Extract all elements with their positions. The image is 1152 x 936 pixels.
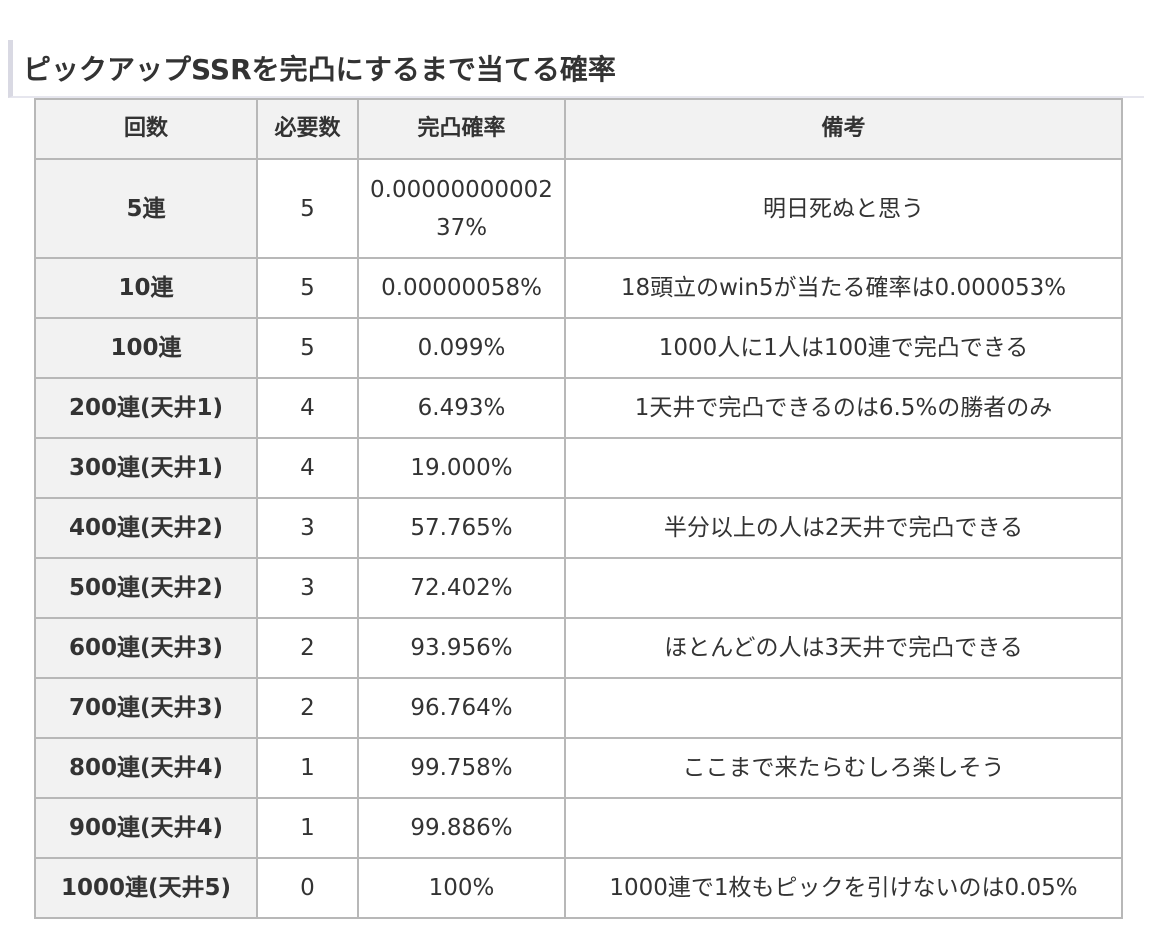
row-rate: 96.764% [357,677,566,739]
row-count: 500連(天井2) [34,557,258,619]
row-note: 1天井で完凸できるのは6.5%の勝者のみ [564,377,1123,439]
row-note [564,437,1123,499]
row-rate: 72.402% [357,557,566,619]
row-count: 300連(天井1) [34,437,258,499]
row-rate: 19.000% [357,437,566,499]
table-row: 5連 5 0.0000000000237% 明日死ぬと思う [34,158,1123,259]
row-needed: 2 [256,677,359,739]
table-row: 500連(天井2) 3 72.402% [34,557,1123,619]
header-count: 回数 [34,98,258,160]
row-rate: 0.00000058% [357,257,566,319]
row-needed: 5 [256,257,359,319]
table-row: 100連 5 0.099% 1000人に1人は100連で完凸できる [34,317,1123,379]
row-note: 明日死ぬと思う [564,158,1123,259]
row-count: 600連(天井3) [34,617,258,679]
row-note: ここまで来たらむしろ楽しそう [564,737,1123,799]
row-rate: 93.956% [357,617,566,679]
row-note [564,677,1123,739]
row-rate: 0.099% [357,317,566,379]
row-note: 半分以上の人は2天井で完凸できる [564,497,1123,559]
row-needed: 0 [256,857,359,919]
table-header-row: 回数 必要数 完凸確率 備考 [34,98,1123,160]
row-needed: 4 [256,377,359,439]
row-rate: 100% [357,857,566,919]
row-needed: 4 [256,437,359,499]
row-needed: 2 [256,617,359,679]
row-rate: 0.0000000000237% [357,158,566,259]
table-row: 700連(天井3) 2 96.764% [34,677,1123,739]
row-note: 1000人に1人は100連で完凸できる [564,317,1123,379]
row-count: 400連(天井2) [34,497,258,559]
table-row: 10連 5 0.00000058% 18頭立のwin5が当たる確率は0.0000… [34,257,1123,319]
row-count: 200連(天井1) [34,377,258,439]
row-rate: 6.493% [357,377,566,439]
row-count: 700連(天井3) [34,677,258,739]
table-row: 900連(天井4) 1 99.886% [34,797,1123,859]
header-rate: 完凸確率 [357,98,566,160]
row-note [564,557,1123,619]
table-row: 200連(天井1) 4 6.493% 1天井で完凸できるのは6.5%の勝者のみ [34,377,1123,439]
header-note: 備考 [564,98,1123,160]
table-row: 1000連(天井5) 0 100% 1000連で1枚もピックを引けないのは0.0… [34,857,1123,919]
row-needed: 5 [256,317,359,379]
row-needed: 3 [256,557,359,619]
row-note [564,797,1123,859]
row-count: 800連(天井4) [34,737,258,799]
row-note: ほとんどの人は3天井で完凸できる [564,617,1123,679]
header-needed: 必要数 [256,98,359,160]
probability-table: 回数 必要数 完凸確率 備考 5連 5 0.0000000000237% 明日死… [34,98,1123,919]
row-count: 100連 [34,317,258,379]
table-row: 400連(天井2) 3 57.765% 半分以上の人は2天井で完凸できる [34,497,1123,559]
row-count: 1000連(天井5) [34,857,258,919]
row-count: 900連(天井4) [34,797,258,859]
row-needed: 1 [256,797,359,859]
row-needed: 5 [256,158,359,259]
row-needed: 1 [256,737,359,799]
row-needed: 3 [256,497,359,559]
row-count: 5連 [34,158,258,259]
row-note: 18頭立のwin5が当たる確率は0.000053% [564,257,1123,319]
row-rate: 99.758% [357,737,566,799]
row-count: 10連 [34,257,258,319]
table-row: 600連(天井3) 2 93.956% ほとんどの人は3天井で完凸できる [34,617,1123,679]
table-row: 300連(天井1) 4 19.000% [34,437,1123,499]
page-title: ピックアップSSRを完凸にするまで当てる確率 [8,40,1144,99]
row-note: 1000連で1枚もピックを引けないのは0.05% [564,857,1123,919]
row-rate: 57.765% [357,497,566,559]
row-rate: 99.886% [357,797,566,859]
table-row: 800連(天井4) 1 99.758% ここまで来たらむしろ楽しそう [34,737,1123,799]
